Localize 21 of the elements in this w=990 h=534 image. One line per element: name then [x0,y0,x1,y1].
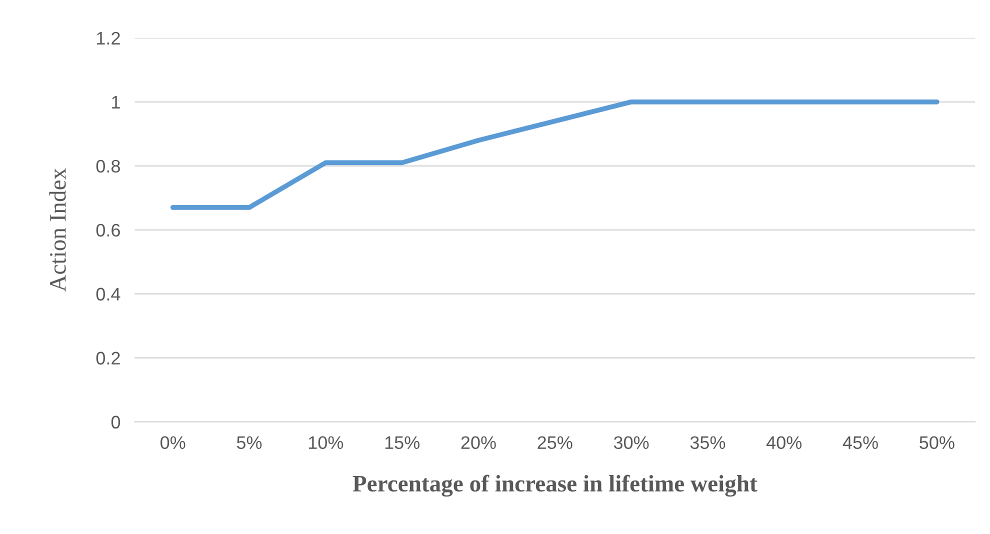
y-tick-label: 0.4 [96,288,120,301]
x-tick-label: 20% [461,436,496,450]
y-tick-label: 0.2 [96,352,120,365]
y-tick-label: 0 [111,416,120,429]
x-tick-label: 40% [766,436,802,450]
x-tick-label: 50% [920,436,954,450]
y-axis-title: Action Index [49,168,66,292]
x-tick-label: 0% [160,436,186,450]
x-tick-label: 45% [842,436,878,450]
x-tick-label: 10% [308,436,344,450]
x-tick-label: 25% [538,436,572,450]
y-tick-label: 0.8 [96,160,120,173]
x-tick-label: 35% [690,436,726,450]
y-tick-label: 1 [112,96,120,108]
x-axis-title: Percentage of increase in lifetime weight [352,474,758,497]
y-tick-label: 1.2 [97,32,120,44]
line-series [170,99,940,210]
x-tick-label: 15% [385,436,420,450]
y-tick-label: 0.6 [96,224,120,237]
x-tick-label: 30% [614,436,649,450]
x-tick-label: 5% [236,436,262,450]
